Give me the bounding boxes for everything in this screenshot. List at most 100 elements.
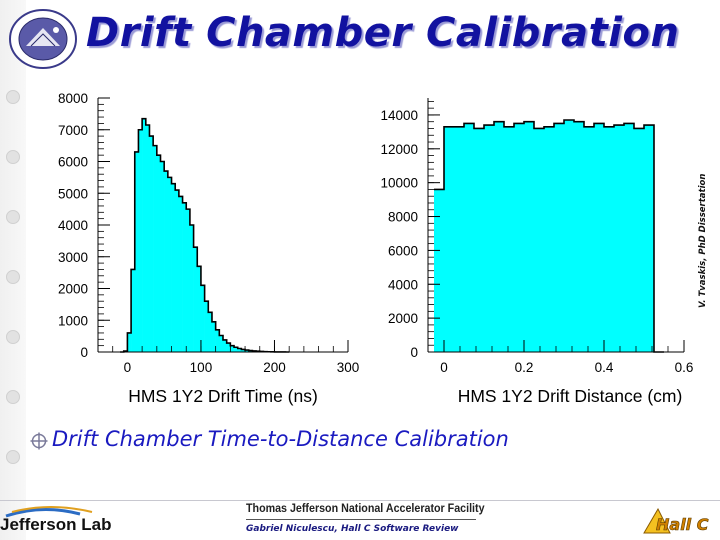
y-tick-label: 4000: [388, 277, 418, 292]
histogram-bin: [182, 202, 187, 352]
histogram-bin: [204, 301, 209, 352]
decorative-dot: [6, 330, 20, 344]
histogram-bin: [142, 118, 147, 352]
drift-time-histogram: 0 1000 2000 3000 4000 5000 6000 7000 8000 0 100 200…: [58, 92, 360, 406]
histogram-outline: [434, 119, 664, 353]
histogram-bin: [145, 124, 150, 352]
y-tick-label: 2000: [58, 282, 88, 297]
y-tick-label: 10000: [380, 176, 418, 191]
y-tick-label: 8000: [388, 210, 418, 225]
histogram-bin: [574, 121, 585, 353]
x-tick-label: 200: [263, 360, 286, 375]
crosshair-bullet-icon: [30, 432, 48, 450]
histogram-bin: [186, 209, 191, 353]
x-tick-label: 0.4: [595, 360, 614, 375]
histogram-bin: [171, 183, 176, 352]
histogram-bin: [208, 312, 213, 352]
x-tick-label: 0: [440, 360, 448, 375]
drift-distance-histogram: 0 2000 4000 6000 8000 10000 12000 14000 0 0.2 0.4 0…: [380, 98, 694, 406]
histogram-bin: [226, 343, 231, 352]
footer-rule: [246, 519, 476, 520]
slide-title: Drift Chamber Calibration: [86, 10, 680, 56]
histogram-bin: [237, 348, 242, 352]
x-tick-label: 300: [337, 360, 360, 375]
y-tick-label: 1000: [58, 313, 88, 328]
y-tick-label: 5000: [58, 186, 88, 201]
hall-c-logo-text: Hall C: [656, 515, 709, 534]
histogram-bin: [149, 136, 154, 352]
histogram-bin: [474, 128, 485, 352]
histogram-bin: [160, 161, 165, 352]
histogram-bin: [534, 128, 545, 352]
decorative-dot: [6, 210, 20, 224]
y-tick-label: 6000: [388, 243, 418, 258]
lab-name: Jefferson Lab: [0, 515, 112, 534]
y-tick-label: 2000: [388, 311, 418, 326]
x-tick-label: 0: [124, 360, 132, 375]
y-tick-label: 14000: [380, 108, 418, 123]
footer-divider: [0, 500, 720, 501]
decorative-dot: [6, 450, 20, 464]
x-axis-label: HMS 1Y2 Drift Time (ns): [128, 386, 318, 406]
decorative-dot: [6, 90, 20, 104]
decorative-dot: [6, 150, 20, 164]
histogram-bin: [200, 285, 205, 352]
histogram-bin: [134, 151, 139, 352]
histogram-bin: [167, 177, 172, 353]
bullet-text: Drift Chamber Time-to-Distance Calibrati…: [52, 427, 509, 451]
histogram-bin: [594, 123, 605, 353]
histogram-bin: [504, 126, 515, 352]
y-tick-label: 0: [410, 345, 418, 360]
histogram-bin: [644, 125, 655, 352]
x-tick-label: 0.6: [675, 360, 694, 375]
decorative-left-strip: [0, 0, 26, 540]
y-tick-label: 0: [80, 345, 88, 360]
histogram-bin: [624, 123, 635, 353]
histogram-bin: [494, 121, 505, 353]
histogram-bin: [514, 123, 525, 353]
decorative-dot: [6, 270, 20, 284]
citation-text: V. Tvaskis, PhD Dissertation: [698, 173, 708, 308]
histogram-bin: [524, 121, 535, 353]
y-tick-label: 6000: [58, 155, 88, 170]
histogram-bin: [211, 321, 216, 352]
histogram-bin: [230, 345, 235, 352]
histogram-bin: [434, 189, 445, 352]
histogram-bin: [131, 269, 136, 352]
decorative-dot: [6, 390, 20, 404]
histogram-bin: [215, 329, 220, 352]
histogram-bin: [584, 126, 595, 352]
y-tick-label: 3000: [58, 250, 88, 265]
histogram-bin: [138, 129, 143, 352]
x-tick-label: 100: [190, 360, 213, 375]
histogram-bin: [156, 155, 161, 352]
histogram-bin: [178, 196, 183, 352]
histogram-bin: [189, 225, 194, 352]
y-tick-label: 4000: [58, 218, 88, 233]
histogram-bin: [164, 171, 169, 352]
histogram-bin: [153, 145, 158, 353]
histogram-bin: [245, 350, 250, 352]
facility-name: Thomas Jefferson National Accelerator Fa…: [246, 503, 485, 515]
histogram-bin: [464, 123, 475, 353]
y-tick-label: 12000: [380, 142, 418, 157]
review-caption: Gabriel Niculescu, Hall C Software Revie…: [246, 524, 459, 534]
y-tick-label: 7000: [58, 123, 88, 138]
histogram-bin: [544, 126, 555, 352]
seal-logo-icon: [9, 9, 77, 69]
histogram-bin: [127, 332, 132, 352]
jefferson-lab-swoosh-icon: [5, 506, 93, 518]
histogram-bin: [564, 120, 575, 352]
histogram-bin: [175, 190, 180, 352]
histogram-bin: [614, 125, 625, 352]
histogram-bin: [484, 125, 495, 352]
histogram-bin: [234, 347, 239, 352]
x-axis-label: HMS 1Y2 Drift Distance (cm): [458, 386, 683, 406]
x-tick-label: 0.2: [515, 360, 534, 375]
histogram-bin: [197, 266, 202, 352]
y-tick-label: 8000: [58, 92, 88, 106]
histogram-bin: [241, 349, 246, 352]
histogram-bin: [604, 126, 615, 352]
histogram-bin: [444, 126, 455, 352]
histogram-bin: [219, 335, 224, 352]
